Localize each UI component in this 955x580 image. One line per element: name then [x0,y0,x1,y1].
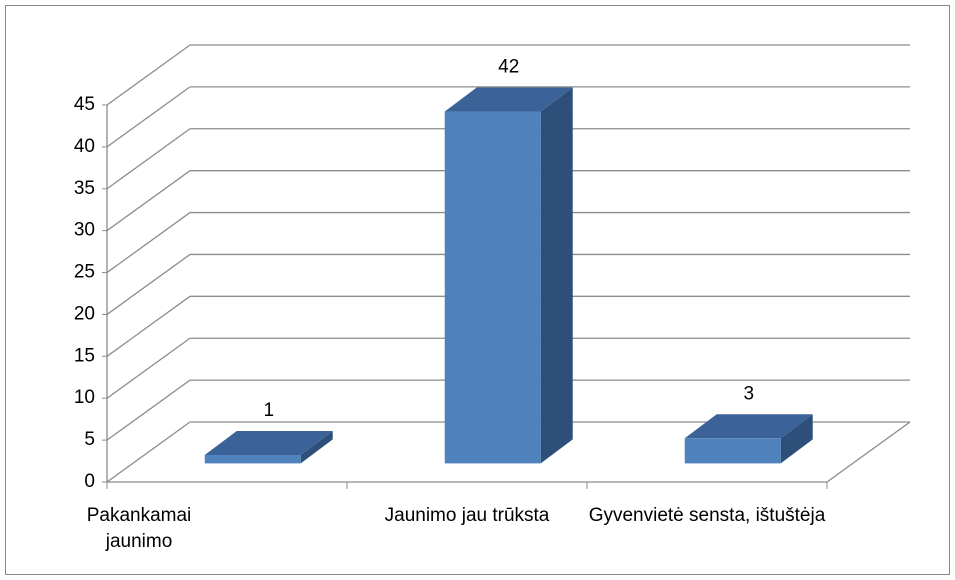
y-tick-label: 35 [74,178,95,199]
grid-line [106,86,191,148]
y-tick-label: 15 [74,345,95,366]
bar-side [300,431,333,464]
chart-border [5,5,950,575]
bar [684,438,781,464]
y-tick-label: 10 [74,387,95,408]
bar-top [444,87,573,112]
grid-line [106,212,191,274]
grid-line [106,295,191,357]
x-tick-label: Pakankamai jaunimo [86,505,192,552]
y-tick-label: 40 [74,136,95,157]
grid-line [106,379,191,441]
grid-line [106,337,191,399]
grid-line [106,421,191,483]
bar [444,111,541,464]
grid-line [106,170,191,232]
y-tick-label: 45 [74,94,95,115]
data-label: 1 [263,400,274,421]
y-tick-label: 5 [84,429,95,450]
bar-side [540,87,573,464]
bar [204,455,301,464]
data-label: 42 [498,57,519,78]
x-tick-label: Gyvenvietė sensta, ištuštėja [588,505,826,526]
y-tick-label: 20 [74,303,95,324]
grid-line [106,44,191,106]
x-tick-label: Jaunimo jau trūksta [384,505,550,526]
bar-top [684,414,813,439]
bar-top [204,431,333,456]
data-label: 3 [743,383,754,404]
y-tick-label: 25 [74,262,95,283]
bar-side [780,414,813,464]
grid-line [106,253,191,315]
y-tick-label: 30 [74,220,95,241]
y-tick-label: 0 [84,471,95,492]
grid-line [106,128,191,190]
